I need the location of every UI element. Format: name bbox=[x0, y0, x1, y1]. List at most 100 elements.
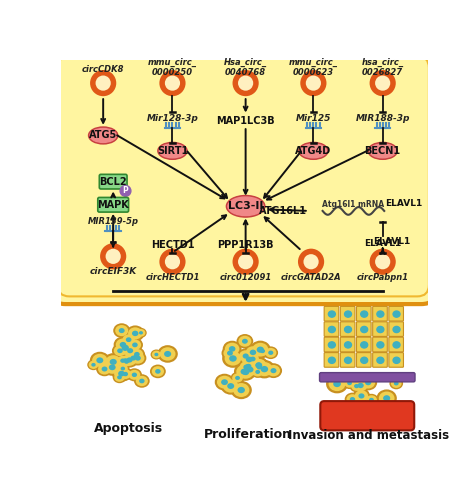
Ellipse shape bbox=[221, 346, 238, 360]
Circle shape bbox=[165, 254, 179, 270]
Circle shape bbox=[303, 254, 318, 270]
Ellipse shape bbox=[376, 326, 383, 332]
Text: Invasion and metastasis: Invasion and metastasis bbox=[288, 430, 448, 442]
Ellipse shape bbox=[119, 342, 126, 347]
Ellipse shape bbox=[127, 338, 143, 352]
Ellipse shape bbox=[217, 376, 231, 388]
Ellipse shape bbox=[300, 144, 326, 158]
Text: Atg16l1 mRNA: Atg16l1 mRNA bbox=[322, 200, 384, 209]
Ellipse shape bbox=[120, 352, 138, 368]
Text: ATG4D: ATG4D bbox=[295, 146, 331, 156]
Ellipse shape bbox=[113, 324, 130, 338]
Ellipse shape bbox=[351, 378, 369, 393]
Ellipse shape bbox=[120, 356, 130, 365]
Circle shape bbox=[374, 76, 389, 90]
Ellipse shape bbox=[376, 357, 383, 364]
Circle shape bbox=[238, 254, 253, 270]
Ellipse shape bbox=[360, 311, 367, 317]
Text: BCL2: BCL2 bbox=[99, 176, 127, 186]
Ellipse shape bbox=[249, 350, 256, 355]
Ellipse shape bbox=[327, 326, 335, 332]
Ellipse shape bbox=[357, 383, 363, 388]
Ellipse shape bbox=[132, 342, 138, 347]
Ellipse shape bbox=[224, 352, 241, 366]
Ellipse shape bbox=[327, 357, 335, 364]
Ellipse shape bbox=[104, 361, 119, 374]
Text: LC3-II: LC3-II bbox=[228, 202, 263, 211]
Ellipse shape bbox=[245, 366, 249, 370]
Ellipse shape bbox=[242, 354, 248, 358]
FancyBboxPatch shape bbox=[339, 352, 354, 367]
Ellipse shape bbox=[242, 361, 254, 372]
Ellipse shape bbox=[230, 372, 244, 384]
Ellipse shape bbox=[120, 358, 125, 363]
FancyBboxPatch shape bbox=[372, 337, 387, 352]
Text: MAPK: MAPK bbox=[97, 200, 129, 210]
Ellipse shape bbox=[242, 363, 257, 376]
Ellipse shape bbox=[344, 326, 351, 332]
Ellipse shape bbox=[253, 360, 275, 378]
FancyBboxPatch shape bbox=[324, 322, 338, 336]
Ellipse shape bbox=[326, 374, 347, 394]
Ellipse shape bbox=[392, 311, 399, 317]
Ellipse shape bbox=[92, 354, 107, 367]
Ellipse shape bbox=[328, 376, 345, 391]
Ellipse shape bbox=[256, 362, 272, 376]
Ellipse shape bbox=[135, 356, 140, 360]
Ellipse shape bbox=[113, 346, 126, 356]
Text: P: P bbox=[122, 186, 128, 196]
Ellipse shape bbox=[268, 350, 273, 355]
Ellipse shape bbox=[129, 351, 146, 366]
Ellipse shape bbox=[241, 363, 254, 374]
Ellipse shape bbox=[327, 342, 335, 348]
Ellipse shape bbox=[228, 197, 263, 216]
Ellipse shape bbox=[116, 338, 130, 351]
Ellipse shape bbox=[131, 372, 137, 377]
Text: MIR139-5p: MIR139-5p bbox=[88, 217, 139, 226]
FancyBboxPatch shape bbox=[372, 322, 387, 336]
Ellipse shape bbox=[246, 354, 258, 364]
Ellipse shape bbox=[117, 356, 128, 366]
Ellipse shape bbox=[240, 359, 256, 374]
Ellipse shape bbox=[266, 365, 279, 376]
Ellipse shape bbox=[255, 370, 259, 374]
Ellipse shape bbox=[333, 380, 340, 387]
Ellipse shape bbox=[115, 339, 136, 357]
Ellipse shape bbox=[242, 362, 252, 370]
Ellipse shape bbox=[121, 344, 129, 351]
FancyBboxPatch shape bbox=[319, 372, 414, 382]
Circle shape bbox=[232, 70, 258, 96]
Circle shape bbox=[369, 248, 395, 275]
Ellipse shape bbox=[87, 360, 99, 370]
Ellipse shape bbox=[245, 356, 252, 362]
Text: Mir128-3p: Mir128-3p bbox=[146, 114, 198, 123]
Ellipse shape bbox=[132, 330, 138, 336]
FancyBboxPatch shape bbox=[388, 322, 403, 336]
Ellipse shape bbox=[255, 362, 262, 368]
Ellipse shape bbox=[390, 379, 401, 388]
Circle shape bbox=[100, 244, 126, 270]
Ellipse shape bbox=[126, 358, 130, 362]
Ellipse shape bbox=[255, 345, 269, 357]
Ellipse shape bbox=[392, 342, 399, 348]
Ellipse shape bbox=[103, 353, 123, 370]
Ellipse shape bbox=[221, 379, 228, 385]
Ellipse shape bbox=[237, 348, 254, 364]
FancyBboxPatch shape bbox=[356, 322, 370, 336]
FancyBboxPatch shape bbox=[99, 174, 127, 189]
Ellipse shape bbox=[122, 334, 135, 345]
Ellipse shape bbox=[236, 334, 253, 348]
Ellipse shape bbox=[124, 360, 129, 364]
Text: MIR188-3p: MIR188-3p bbox=[355, 114, 409, 123]
Ellipse shape bbox=[98, 364, 111, 374]
Circle shape bbox=[238, 76, 253, 90]
Ellipse shape bbox=[251, 360, 267, 374]
Ellipse shape bbox=[235, 376, 239, 380]
Ellipse shape bbox=[256, 365, 261, 370]
Ellipse shape bbox=[119, 369, 131, 379]
Circle shape bbox=[120, 186, 130, 196]
Ellipse shape bbox=[388, 378, 402, 390]
Ellipse shape bbox=[159, 347, 175, 360]
Ellipse shape bbox=[240, 368, 247, 374]
Text: ATG5: ATG5 bbox=[89, 130, 117, 140]
